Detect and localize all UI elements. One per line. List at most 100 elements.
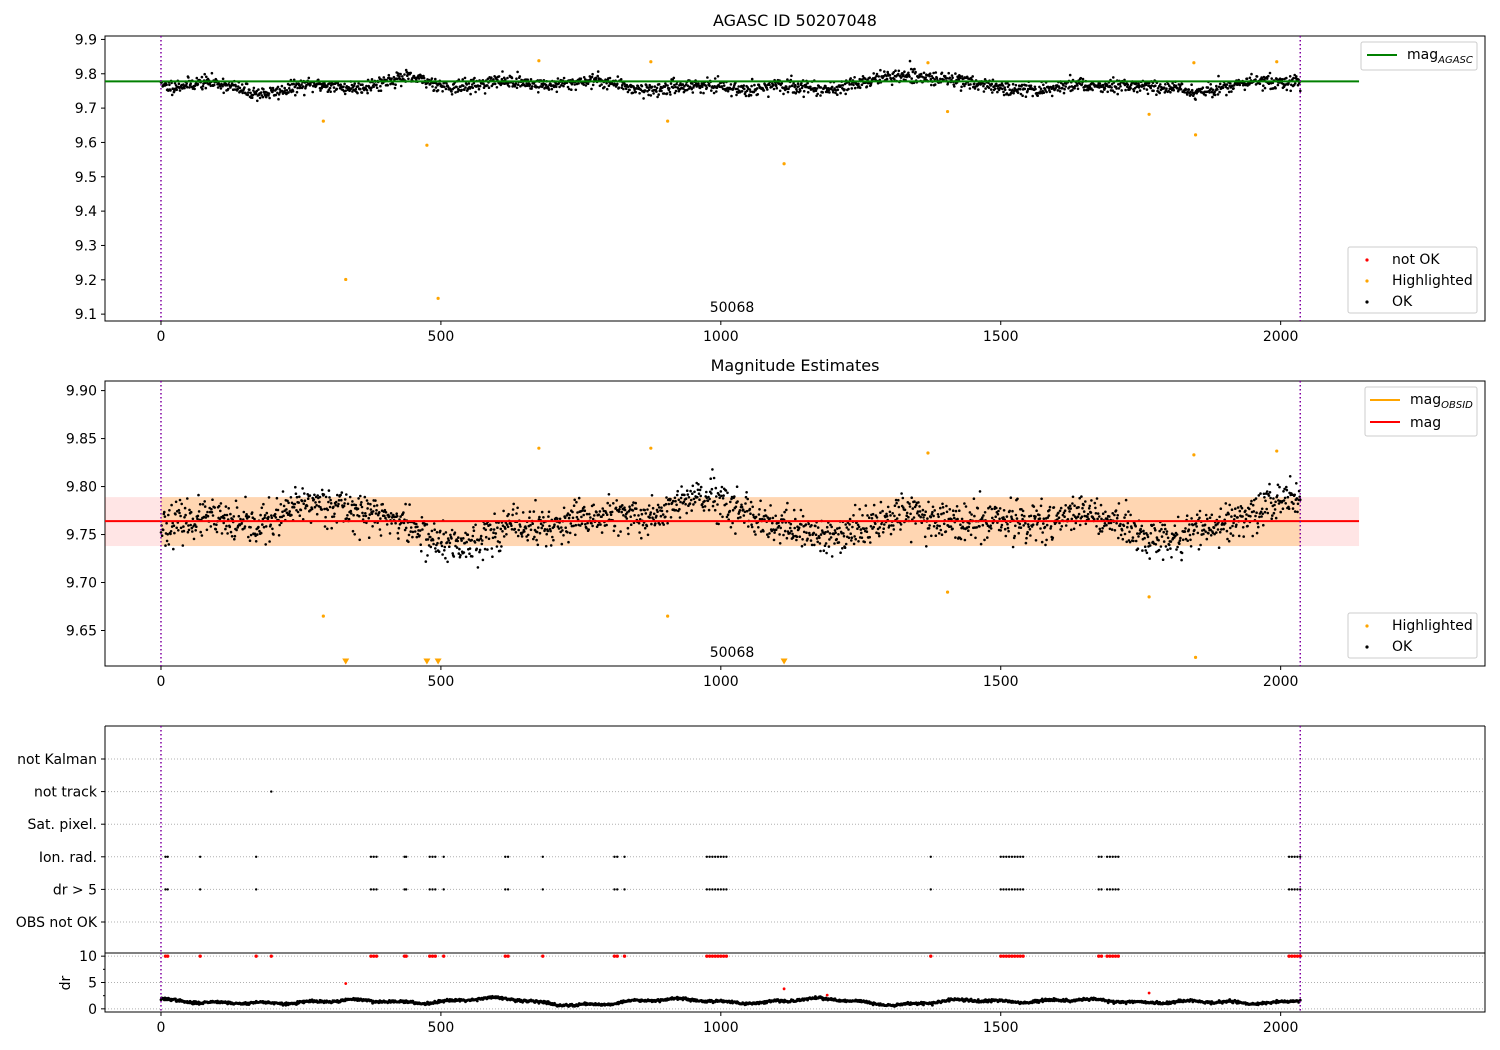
estimates-ok-point: [1058, 509, 1062, 513]
estimates-ok-point: [1045, 523, 1049, 527]
agasc-ok-point: [257, 88, 260, 91]
estimates-ok-point: [388, 515, 391, 518]
estimates-ok-point: [1002, 516, 1005, 519]
estimates-ok-point: [899, 528, 902, 531]
estimates-ok-point: [979, 542, 983, 546]
agasc-ok-point: [939, 77, 942, 81]
agasc-ok-point: [605, 87, 609, 91]
estimates-ok-point: [271, 527, 274, 531]
estimates-ok-point: [368, 513, 372, 516]
estimates-ok-point: [569, 522, 573, 525]
agasc-ok-point: [467, 82, 471, 85]
agasc-ok-point: [1048, 90, 1052, 94]
flags-point: [428, 855, 431, 858]
estimates-ok-point: [253, 532, 257, 536]
estimates-ok-point: [166, 533, 169, 536]
estimates-ok-point: [1232, 521, 1235, 525]
agasc-ok-point: [295, 90, 299, 94]
agasc-ok-point: [189, 82, 192, 86]
estimates-ok-point: [641, 523, 645, 527]
agasc-ok-point: [673, 91, 677, 95]
estimates-ok-point: [997, 509, 1000, 513]
estimates-ok-point: [552, 525, 556, 528]
estimates-ok-point: [584, 523, 587, 526]
agasc-ok-point: [973, 87, 977, 90]
estimates-ok-point: [595, 510, 598, 514]
estimates-panel: 0 500 1000 1500 20009.659.709.759.809.859.90…: [66, 356, 1486, 690]
estimates-ok-point: [635, 507, 638, 511]
estimates-ok-point: [1162, 540, 1166, 543]
estimates-ok-point: [638, 531, 641, 534]
estimates-ok-point: [334, 500, 338, 504]
agasc-ok-point: [243, 86, 246, 89]
estimates-ok-point: [891, 512, 894, 515]
estimates-ok-point: [1254, 514, 1257, 518]
estimates-ok-point: [483, 522, 486, 526]
agasc-ok-point: [1045, 90, 1048, 94]
estimates-ok-point: [573, 498, 576, 502]
flags-point: [1016, 855, 1019, 858]
estimates-ok-point: [785, 536, 789, 540]
estimates-ok-point: [1220, 528, 1223, 531]
agasc-ok-point: [204, 86, 208, 90]
agasc-ok-point: [328, 86, 332, 90]
estimates-ok-point: [752, 513, 755, 517]
agasc-ok-point: [603, 85, 606, 89]
estimates-ok-point: [303, 499, 307, 503]
estimates-ok-point: [810, 524, 813, 527]
agasc-ok-point: [907, 71, 910, 75]
estimates-ok-point: [209, 525, 213, 528]
agasc-ok-point: [420, 74, 423, 78]
estimates-ok-point: [1080, 515, 1084, 518]
estimates-ok-point: [625, 517, 629, 520]
estimates-ok-point: [501, 524, 505, 527]
estimates-highlighted-point: [1147, 595, 1151, 599]
agasc-ok-point: [1159, 83, 1162, 86]
estimates-ok-point: [978, 490, 982, 493]
agasc-ok-point: [1209, 83, 1212, 86]
estimates-ok-point: [1020, 508, 1023, 511]
estimates-ok-point: [852, 542, 856, 546]
estimates-ok-point: [882, 527, 885, 530]
estimates-ok-point: [1192, 532, 1195, 536]
estimates-ok-point: [395, 512, 399, 515]
agasc-ok-point: [681, 83, 685, 86]
estimates-ok-point: [278, 523, 282, 527]
agasc-ok-point: [710, 89, 713, 92]
estimates-ok-point: [726, 491, 729, 495]
agasc-ok-point: [372, 85, 376, 89]
estimates-ok-point: [1103, 524, 1106, 528]
estimates-ok-point: [919, 515, 922, 519]
estimates-ok-point: [1095, 497, 1099, 500]
estimates-ok-point: [1098, 515, 1101, 518]
agasc-ok-point: [1088, 85, 1092, 88]
estimates-ok-point: [857, 540, 860, 543]
estimates-highlighted-point: [1275, 449, 1279, 453]
agasc-ok-point: [930, 83, 933, 87]
agasc-ok-point: [516, 83, 520, 86]
agasc-ok-point: [1218, 82, 1222, 86]
estimates-ok-point: [1291, 507, 1295, 510]
agasc-ok-point: [1258, 82, 1262, 86]
estimates-ok-point: [1273, 508, 1277, 511]
agasc-ok-point: [890, 83, 894, 87]
flags-point: [1010, 888, 1014, 891]
estimates-ok-point: [396, 531, 400, 535]
agasc-ok-point: [951, 76, 954, 79]
agasc-ok-point: [195, 76, 199, 80]
estimates-ok-point: [334, 503, 338, 507]
estimates-ok-point: [724, 489, 728, 492]
agasc-ok-point: [554, 85, 558, 89]
agasc-ok-point: [528, 83, 532, 86]
estimates-ok-point: [932, 514, 935, 518]
estimates-ok-point: [745, 491, 748, 494]
estimates-ok-point: [1059, 528, 1062, 531]
agasc-ok-point: [1019, 87, 1022, 91]
estimates-ok-point: [235, 528, 238, 532]
estimates-ok-point: [878, 534, 881, 538]
agasc-ok-point: [288, 83, 292, 87]
estimates-ok-point: [665, 510, 669, 513]
agasc-ok-point: [1014, 83, 1018, 87]
estimates-ok-point: [825, 525, 829, 529]
estimates-ok-point: [693, 500, 697, 504]
